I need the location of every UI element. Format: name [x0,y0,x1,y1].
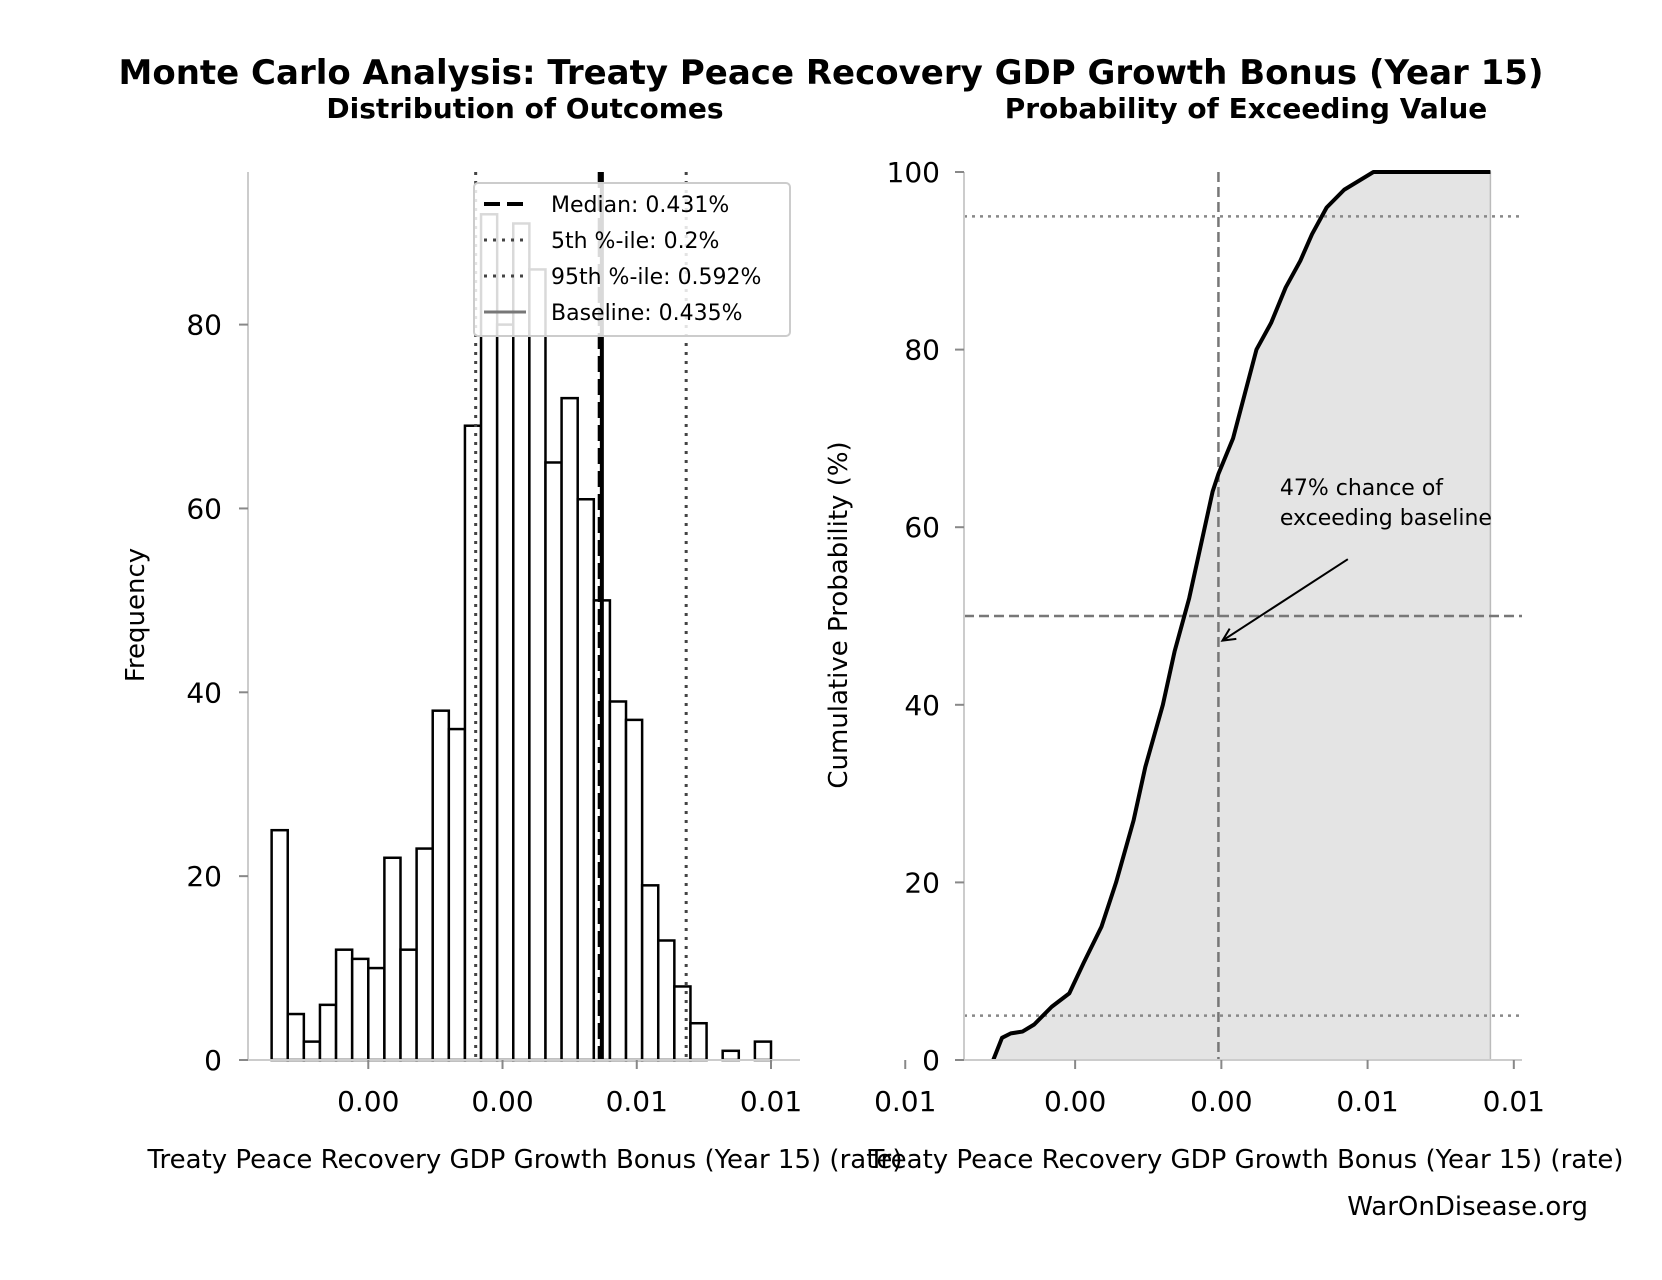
histogram-bar [399,948,418,1062]
histogram-bar [334,948,354,1062]
y-tick-label: 20 [904,866,940,899]
x-tick-label: 0.01 [606,1085,668,1118]
x-tick-label: 0.00 [337,1085,399,1118]
legend-label: 5th %-ile: 0.2% [551,229,719,254]
y-tick-label: 0 [204,1044,222,1077]
x-tick-label: 0.01 [874,1085,936,1118]
x-tick-label: 0.01 [740,1085,802,1118]
x-tick-label: 0.01 [1336,1085,1398,1118]
histogram-bar [544,461,563,1062]
left-x-axis-label: Treaty Peace Recovery GDP Growth Bonus (… [146,1145,902,1175]
y-tick-label: 80 [904,334,940,367]
histogram-bar [528,268,547,1062]
histogram-bar [640,884,660,1062]
annotation-arrowhead [1220,628,1237,642]
histogram-bar [447,727,467,1062]
x-tick-label: 0.01 [1483,1085,1545,1118]
annotation-text: exceeding baseline [1280,506,1492,531]
histogram-bar [608,700,628,1062]
right-x-axis-label: Treaty Peace Recovery GDP Growth Bonus (… [867,1145,1623,1175]
y-tick-label: 0 [922,1044,940,1077]
y-tick-label: 40 [186,676,222,709]
y-tick-label: 20 [186,860,222,893]
histogram-bar [415,847,434,1062]
watermark: WarOnDisease.org [1347,1192,1588,1222]
histogram-bar [463,424,483,1062]
y-tick-label: 60 [186,492,222,525]
histogram-bar [479,213,499,1062]
histogram-bar [431,709,451,1062]
histogram-bar [624,718,644,1062]
x-tick-label: 0.00 [471,1085,533,1118]
legend-label: 95th %-ile: 0.592% [551,265,761,290]
histogram-bar [495,323,515,1062]
annotation-text: 47% chance of [1280,476,1444,501]
histogram-bar [302,1040,322,1062]
annotation-arrow [1221,558,1349,642]
histogram-bar [367,966,386,1062]
histogram-bar [560,396,579,1062]
histogram-bar [512,222,531,1062]
legend-label: Median: 0.431% [551,193,729,218]
histogram-bar [673,985,692,1062]
histogram-bar [721,1049,741,1062]
legend-box [473,182,791,337]
y-tick-label: 40 [904,689,940,722]
histogram-bar [383,856,402,1062]
left-chart-title: Distribution of Outcomes [326,92,723,125]
y-tick-label: 60 [904,511,940,544]
histogram-bar [576,498,596,1062]
histogram-bar [753,1040,773,1062]
histogram-bar [656,939,676,1062]
right-chart-title: Probability of Exceeding Value [1005,92,1488,125]
histogram-bar [350,957,370,1062]
cdf-panel: 0 20 40 60 80 100 0.00 0.00 0.01 0.01 47% chance o… [887,156,1545,1118]
x-tick-label: 0.00 [1190,1085,1252,1118]
histogram-bar [286,1012,306,1062]
cdf-line [991,170,1491,1061]
histogram-bar [270,828,289,1062]
histogram-panel: 0 20 40 60 80 0.00 0.00 0.01 0.01 0.01 Median: 0.4… [186,172,936,1118]
figure-title: Monte Carlo Analysis: Treaty Peace Recov… [119,53,1544,93]
y-tick-label: 100 [887,156,940,189]
legend-label: Baseline: 0.435% [551,301,743,326]
histogram-bar [689,1021,708,1062]
left-y-axis-label: Frequency [121,548,151,682]
histogram-bar [318,1003,338,1062]
y-tick-label: 80 [186,309,222,342]
x-tick-label: 0.00 [1044,1085,1106,1118]
right-y-axis-label: Cumulative Probability (%) [824,441,854,788]
